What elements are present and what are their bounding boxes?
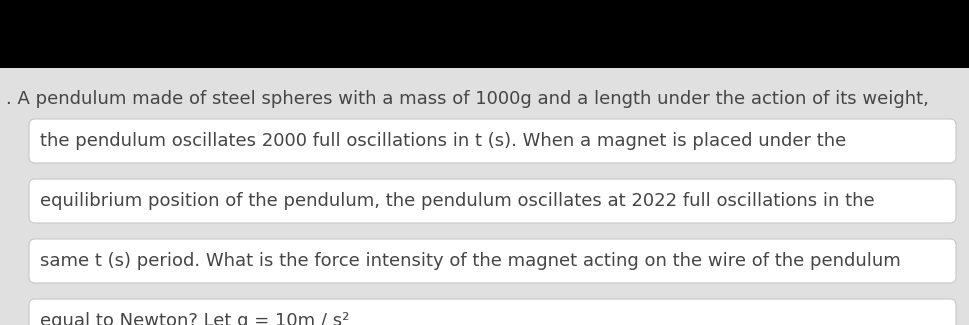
FancyBboxPatch shape — [29, 179, 955, 223]
Text: the pendulum oscillates 2000 full oscillations in t (s). When a magnet is placed: the pendulum oscillates 2000 full oscill… — [40, 132, 845, 150]
FancyBboxPatch shape — [29, 299, 955, 325]
Bar — [0, 0, 969, 68]
Text: equilibrium position of the pendulum, the pendulum oscillates at 2022 full oscil: equilibrium position of the pendulum, th… — [40, 192, 874, 210]
Text: equal to Newton? Let g = 10m / s²: equal to Newton? Let g = 10m / s² — [40, 312, 349, 325]
Text: . A pendulum made of steel spheres with a mass of 1000g and a length under the a: . A pendulum made of steel spheres with … — [6, 90, 928, 108]
Text: same t (s) period. What is the force intensity of the magnet acting on the wire : same t (s) period. What is the force int… — [40, 252, 900, 270]
FancyBboxPatch shape — [29, 239, 955, 283]
FancyBboxPatch shape — [29, 119, 955, 163]
